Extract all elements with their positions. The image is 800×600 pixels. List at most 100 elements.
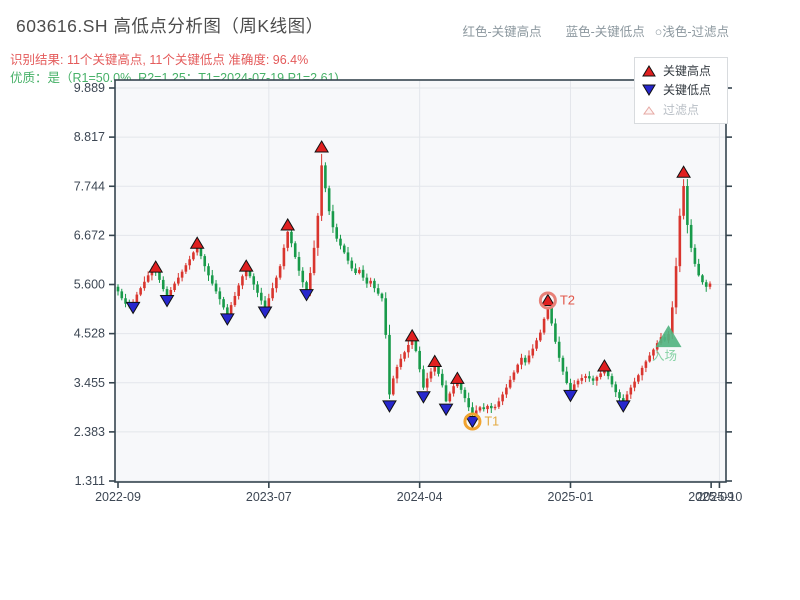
candle [414,340,418,351]
candle [489,405,493,409]
candle [497,401,501,407]
candle [342,245,346,253]
x-tick-label: 2025-10 [696,490,742,504]
candle [369,280,372,284]
candle [120,291,124,299]
candle [188,259,191,266]
candle [203,256,207,267]
key-low-marker [416,391,431,404]
candle [373,280,376,289]
key-high-marker [676,165,691,178]
candle [184,265,188,272]
key-low-marker [299,289,314,302]
color-legend: 红色-关键高点 蓝色-关键低点 ○浅色-过滤点 [462,21,729,40]
candle [505,387,508,395]
candle [331,211,335,228]
candle [354,268,357,274]
candle [248,269,252,277]
entry-marker [655,325,682,348]
candle [437,366,440,374]
candle [192,252,195,260]
color-legend-low: 蓝色-关键低点 [565,25,645,39]
candle [572,384,576,391]
candle [569,383,572,391]
candle [482,407,486,410]
key-high-marker [280,217,296,231]
candle [218,291,222,300]
candle [222,299,225,308]
candle [339,238,342,246]
key-low-marker [257,306,273,319]
key-high-marker [404,328,420,342]
entry-label: 入场 [652,349,677,363]
recognition-result-text: 识别结果: 11个关键高点, 11个关键低点 准确度: 96.4% [10,53,309,67]
candle [550,307,553,324]
candle [689,224,693,248]
key-low-marker [382,400,397,413]
candle [267,298,271,308]
key-low-triangle-icon [642,84,656,97]
candle [539,332,542,341]
candle [195,247,199,253]
candle [233,295,237,306]
candle [173,283,176,290]
key-low-marker [615,400,631,413]
candle [618,392,621,399]
legend-item-filtered: 过滤点 [642,104,720,116]
candle [614,384,618,393]
candle [278,266,282,278]
x-tick-label: 2024-04 [397,490,443,504]
candle [640,367,644,376]
key-low-marker [159,295,175,308]
legend-key-high-label: 关键高点 [663,63,712,78]
candle [177,277,180,284]
candle [252,276,256,285]
x-tick-label: 2022-09 [95,490,141,504]
candle [637,375,640,382]
candle [139,288,142,295]
candle [207,266,210,276]
y-tick-label: 3.455 [74,376,105,390]
key-high-marker [427,354,443,367]
candle [448,393,452,402]
candle [512,372,516,380]
candle [493,406,497,409]
candle [290,231,293,244]
candle [557,341,561,358]
candle [456,383,459,387]
key-high-marker [449,371,465,384]
candle [161,279,165,290]
candle [312,247,316,274]
candle [210,275,214,284]
x-tick-label: 2023-07 [246,490,292,504]
candle [305,282,308,290]
y-tick-label: 5.600 [74,278,105,292]
key-low-marker [465,415,480,429]
candle [376,288,380,294]
candle [674,266,678,308]
candle [474,410,478,416]
plot-border [114,79,727,483]
candle [320,165,323,216]
key-high-marker [597,359,612,372]
candle [180,271,184,278]
candle [146,275,150,282]
candle [701,275,704,283]
candle [365,277,369,284]
y-tick-label: 4.528 [74,327,105,341]
candle [542,318,546,333]
t2-ring [538,291,557,310]
candle [116,286,120,292]
candle [704,282,708,287]
t2-label: T2 [560,293,575,308]
candle [271,288,274,299]
candle [241,276,244,286]
candle [629,387,633,395]
candle [165,289,169,298]
candle [286,231,289,248]
color-legend-high: 红色-关键高点 [462,25,542,39]
candle [693,247,697,264]
candle [403,352,406,359]
candle [444,385,448,402]
